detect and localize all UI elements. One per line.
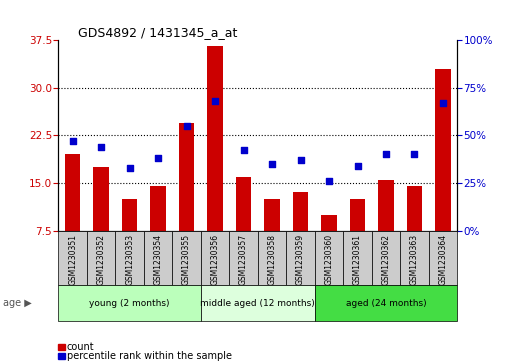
Bar bbox=[350, 199, 365, 278]
Point bbox=[297, 157, 305, 163]
Text: young (2 months): young (2 months) bbox=[89, 299, 170, 307]
Point bbox=[239, 147, 247, 153]
Bar bbox=[93, 167, 109, 278]
Text: GSM1230361: GSM1230361 bbox=[353, 234, 362, 285]
Bar bbox=[315, 285, 457, 321]
Bar bbox=[400, 231, 429, 285]
Point bbox=[354, 163, 362, 168]
Bar bbox=[150, 186, 166, 278]
Point bbox=[211, 98, 219, 104]
Bar bbox=[236, 176, 251, 278]
Bar bbox=[65, 154, 80, 278]
Bar bbox=[122, 199, 138, 278]
Point bbox=[268, 161, 276, 167]
Point bbox=[325, 178, 333, 184]
Bar bbox=[58, 231, 87, 285]
Text: GSM1230356: GSM1230356 bbox=[211, 234, 219, 285]
Bar bbox=[258, 231, 287, 285]
Bar bbox=[179, 122, 195, 278]
Bar bbox=[229, 231, 258, 285]
Point bbox=[410, 151, 419, 157]
Point bbox=[439, 100, 447, 106]
Text: GSM1230363: GSM1230363 bbox=[410, 234, 419, 285]
Text: GSM1230357: GSM1230357 bbox=[239, 234, 248, 285]
Bar bbox=[435, 69, 451, 278]
Text: GSM1230352: GSM1230352 bbox=[97, 234, 106, 285]
Bar bbox=[287, 231, 315, 285]
Text: aged (24 months): aged (24 months) bbox=[345, 299, 426, 307]
Point bbox=[382, 151, 390, 157]
Bar bbox=[372, 231, 400, 285]
Bar bbox=[201, 231, 229, 285]
Text: age ▶: age ▶ bbox=[3, 298, 31, 308]
Bar bbox=[321, 215, 337, 278]
Bar bbox=[201, 285, 315, 321]
Bar bbox=[87, 231, 115, 285]
Text: GDS4892 / 1431345_a_at: GDS4892 / 1431345_a_at bbox=[78, 26, 238, 39]
Bar bbox=[343, 231, 372, 285]
Text: GSM1230355: GSM1230355 bbox=[182, 234, 191, 285]
Point bbox=[69, 138, 77, 144]
Bar bbox=[315, 231, 343, 285]
Text: GSM1230362: GSM1230362 bbox=[382, 234, 391, 285]
Bar bbox=[172, 231, 201, 285]
Text: middle aged (12 months): middle aged (12 months) bbox=[201, 299, 315, 307]
Bar bbox=[378, 180, 394, 278]
Bar bbox=[144, 231, 172, 285]
Bar bbox=[58, 285, 201, 321]
Text: count: count bbox=[67, 342, 94, 352]
Point bbox=[97, 144, 105, 150]
Bar bbox=[207, 46, 223, 278]
Text: percentile rank within the sample: percentile rank within the sample bbox=[67, 351, 232, 361]
Text: GSM1230359: GSM1230359 bbox=[296, 234, 305, 285]
Bar bbox=[115, 231, 144, 285]
Text: GSM1230364: GSM1230364 bbox=[438, 234, 448, 285]
Bar bbox=[293, 192, 308, 278]
Text: GSM1230351: GSM1230351 bbox=[68, 234, 77, 285]
Bar bbox=[429, 231, 457, 285]
Text: GSM1230358: GSM1230358 bbox=[268, 234, 276, 285]
Bar bbox=[264, 199, 280, 278]
Text: GSM1230353: GSM1230353 bbox=[125, 234, 134, 285]
Text: GSM1230354: GSM1230354 bbox=[153, 234, 163, 285]
Point bbox=[182, 123, 190, 129]
Text: GSM1230360: GSM1230360 bbox=[325, 234, 334, 285]
Point bbox=[125, 165, 134, 171]
Point bbox=[154, 155, 162, 161]
Bar bbox=[406, 186, 422, 278]
